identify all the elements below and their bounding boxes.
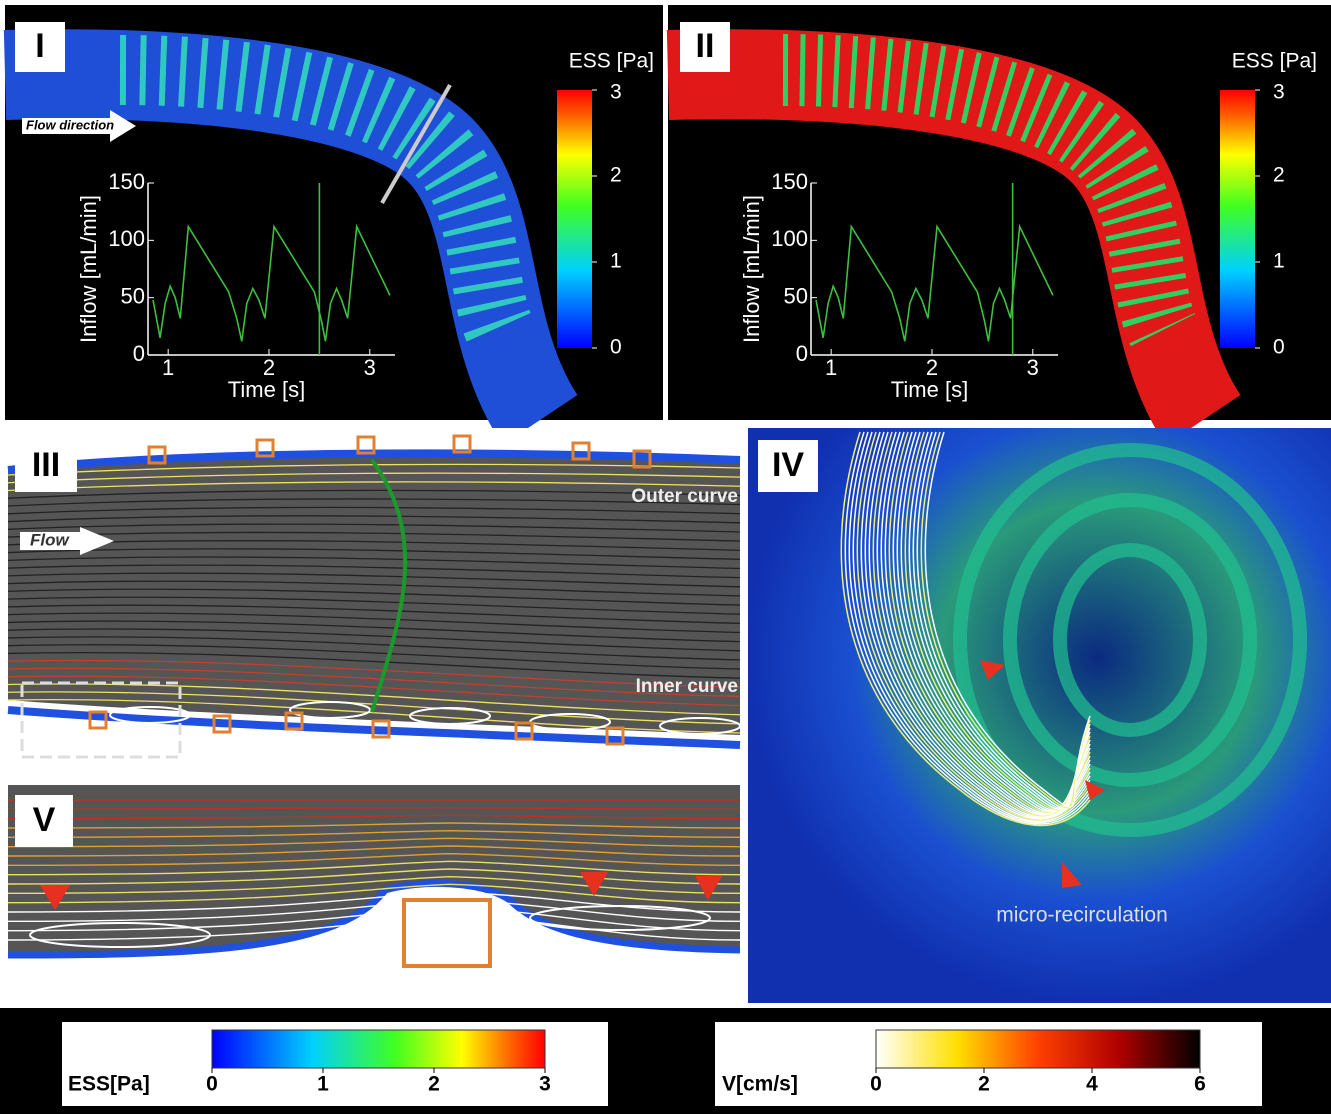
x-axis-label: Time [s]	[228, 377, 305, 402]
y-axis-label: Inflow [mL/min]	[76, 195, 101, 343]
panel-label: III	[32, 446, 60, 484]
page: Flow direction I II Flow Outer curve Inn…	[0, 0, 1331, 1114]
panel-label: I	[35, 27, 44, 65]
colorbar-title: ESS [Pa]	[569, 50, 654, 73]
legend-tick: 1	[317, 1073, 329, 1096]
x-tick-label: 3	[1027, 355, 1039, 380]
legend-tick: 0	[206, 1073, 218, 1096]
colorbar	[557, 90, 592, 348]
colorbar-tick: 1	[610, 250, 622, 273]
y-axis-label: Inflow [mL/min]	[739, 195, 764, 343]
colorbar-title: ESS [Pa]	[1232, 50, 1317, 73]
annotation: micro-recirculation	[996, 904, 1168, 927]
colorbar-tick: 1	[1273, 250, 1285, 273]
annotation: Flow direction	[26, 117, 114, 132]
y-tick-label: 150	[771, 169, 808, 194]
y-tick-label: 50	[121, 283, 145, 308]
legend-tick: 2	[428, 1073, 440, 1096]
colorbar	[212, 1030, 545, 1068]
y-tick-label: 100	[108, 226, 145, 251]
y-tick-label: 0	[796, 341, 808, 366]
panel-label: IV	[772, 446, 804, 484]
region-label: Outer curve	[631, 486, 738, 507]
y-tick-label: 50	[784, 283, 808, 308]
colorbar-tick: 2	[1273, 164, 1285, 187]
legend-title: ESS[Pa]	[68, 1073, 150, 1096]
x-axis-label: Time [s]	[891, 377, 968, 402]
panel-label: V	[33, 801, 56, 839]
panel-label: II	[696, 27, 715, 65]
x-tick-label: 1	[825, 355, 837, 380]
legend-title: V[cm/s]	[722, 1073, 798, 1096]
colorbar	[1220, 90, 1255, 348]
colorbar-tick: 0	[610, 336, 622, 359]
x-tick-label: 3	[364, 355, 376, 380]
legend-tick: 2	[978, 1073, 990, 1096]
colorbar-tick: 0	[1273, 336, 1285, 359]
x-tick-label: 1	[162, 355, 174, 380]
colorbar-tick: 3	[610, 81, 622, 104]
annotation: strut	[426, 920, 469, 945]
legend-tick: 0	[870, 1073, 882, 1096]
y-tick-label: 0	[133, 341, 145, 366]
figure: Flow direction I II Flow Outer curve Inn…	[0, 0, 1331, 1114]
legend-tick: 3	[539, 1073, 551, 1096]
colorbar-tick: 3	[1273, 81, 1285, 104]
annotation: Flow	[30, 530, 70, 549]
y-tick-label: 150	[108, 169, 145, 194]
legend-tick: 4	[1086, 1073, 1098, 1096]
legend-tick: 6	[1194, 1073, 1206, 1096]
colorbar-tick: 2	[610, 164, 622, 187]
region-label: Inner curve	[636, 676, 738, 697]
y-tick-label: 100	[771, 226, 808, 251]
colorbar	[876, 1030, 1200, 1068]
